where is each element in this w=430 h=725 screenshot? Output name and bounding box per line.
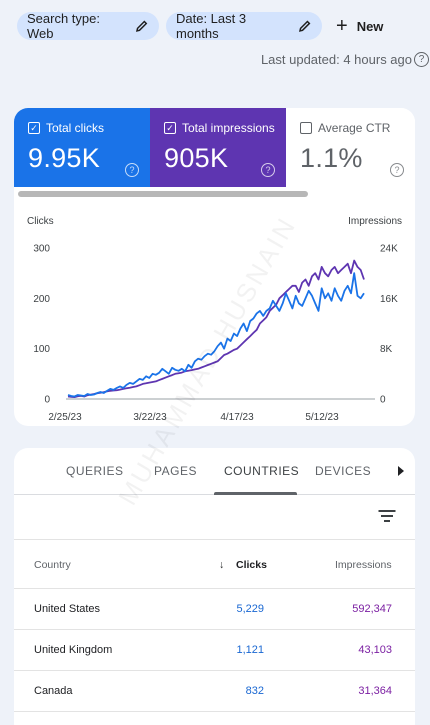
total-impressions-tile[interactable]: ✓ Total impressions 905K ? <box>150 108 286 187</box>
help-icon[interactable]: ? <box>261 163 275 177</box>
sort-arrow-down-icon[interactable]: ↓ <box>219 559 225 571</box>
clicks-cell: 832 <box>245 685 264 697</box>
country-cell: Canada <box>34 685 73 697</box>
edit-pencil-icon <box>136 20 148 32</box>
new-filter-button[interactable]: + New <box>336 14 383 38</box>
impressions-cell: 31,364 <box>358 685 392 697</box>
tab-devices[interactable]: DEVICES <box>315 464 372 478</box>
divider <box>14 588 415 589</box>
chevron-right-icon[interactable] <box>398 466 404 476</box>
right-tick-label: 0 <box>380 395 386 406</box>
checkbox-unchecked-icon[interactable] <box>300 122 312 134</box>
clicks-cell: 1,121 <box>236 644 264 656</box>
right-tick-label: 16K <box>380 294 398 305</box>
help-icon[interactable]: ? <box>390 163 404 177</box>
left-tick-label: 0 <box>44 395 50 406</box>
divider <box>14 711 415 712</box>
divider <box>14 670 415 671</box>
left-axis-label: Clicks <box>27 216 54 227</box>
left-tick-label: 300 <box>33 244 50 255</box>
average-ctr-value: 1.1% <box>300 143 363 173</box>
x-tick-label: 3/22/23 <box>133 412 167 423</box>
right-axis-label: Impressions <box>348 216 402 227</box>
tab-queries[interactable]: QUERIES <box>66 464 124 478</box>
last-updated-text: Last updated: 4 hours ago <box>260 52 412 67</box>
total-impressions-value: 905K <box>164 143 229 173</box>
tab-pages[interactable]: PAGES <box>154 464 197 478</box>
right-tick-label: 24K <box>380 244 398 255</box>
total-clicks-value: 9.95K <box>28 143 101 173</box>
country-cell: United States <box>34 603 101 615</box>
active-tab-indicator <box>214 492 297 495</box>
country-cell: United Kingdom <box>34 644 113 656</box>
search-type-label: Search type: Web <box>27 11 100 41</box>
date-filter-chip[interactable]: Date: Last 3 months <box>166 11 322 41</box>
x-tick-label: 4/17/23 <box>220 412 254 423</box>
clicks-series-line <box>67 272 365 398</box>
performance-chart: Clicks Impressions 300 24K 200 16K 100 8K 0 0 2/… <box>27 216 402 423</box>
total-clicks-tile[interactable]: ✓ Total clicks 9.95K ? <box>14 108 150 187</box>
impressions-series-line <box>67 259 365 399</box>
x-tick-label: 5/12/23 <box>305 412 339 423</box>
help-icon[interactable]: ? <box>125 163 139 177</box>
average-ctr-label: Average CTR <box>318 121 391 135</box>
column-header-impressions[interactable]: Impressions <box>335 559 392 571</box>
search-type-filter-chip[interactable]: Search type: Web <box>17 11 159 41</box>
checkbox-checked-icon[interactable]: ✓ <box>28 122 40 134</box>
filter-icon[interactable] <box>378 510 395 523</box>
average-ctr-tile[interactable]: Average CTR 1.1% ? <box>286 108 415 187</box>
column-header-clicks[interactable]: Clicks <box>236 559 267 571</box>
total-clicks-label: Total clicks <box>46 121 105 135</box>
divider <box>14 539 415 540</box>
column-header-country[interactable]: Country <box>34 559 71 571</box>
plus-icon: + <box>336 15 348 37</box>
divider <box>14 629 415 630</box>
dimensions-card: QUERIES PAGES COUNTRIES DEVICES Country … <box>14 448 415 725</box>
new-label: New <box>356 18 384 34</box>
impressions-cell: 43,103 <box>358 644 392 656</box>
tab-countries[interactable]: COUNTRIES <box>224 464 300 478</box>
performance-card: ✓ Total clicks 9.95K ? ✓ Total impressio… <box>14 108 415 426</box>
dimension-tabs: QUERIES PAGES COUNTRIES DEVICES <box>14 448 415 495</box>
left-tick-label: 100 <box>33 344 50 355</box>
right-tick-label: 8K <box>380 344 393 355</box>
x-tick-label: 2/25/23 <box>48 412 82 423</box>
edit-pencil-icon <box>299 20 311 32</box>
horizontal-scrollbar[interactable] <box>18 191 308 197</box>
left-tick-label: 200 <box>33 294 50 305</box>
clicks-cell: 5,229 <box>236 603 264 615</box>
checkbox-checked-icon[interactable]: ✓ <box>164 122 176 134</box>
help-icon[interactable]: ? <box>414 52 429 67</box>
total-impressions-label: Total impressions <box>182 121 275 135</box>
date-label: Date: Last 3 months <box>176 11 247 41</box>
impressions-cell: 592,347 <box>352 603 392 615</box>
